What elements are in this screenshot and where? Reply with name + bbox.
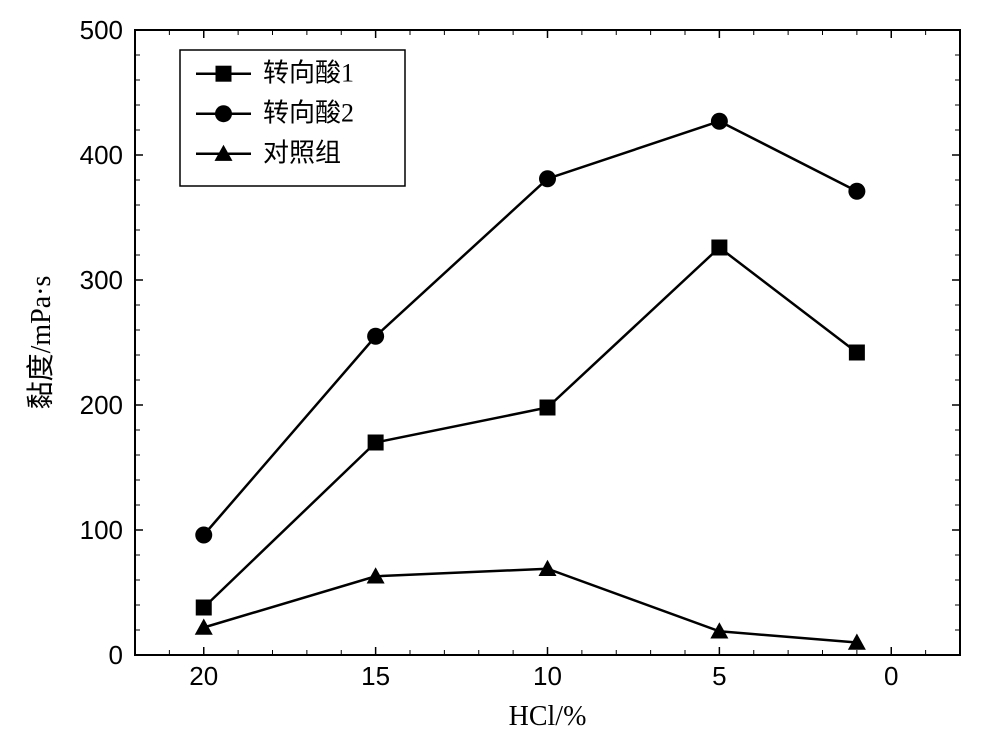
- legend-label-0: 转向酸1: [263, 59, 354, 88]
- legend-label-1: 转向酸2: [263, 99, 354, 128]
- y-tick-label: 0: [109, 640, 123, 670]
- y-tick-label: 200: [80, 390, 123, 420]
- y-tick-label: 300: [80, 265, 123, 295]
- x-tick-label: 15: [361, 661, 390, 691]
- x-tick-label: 10: [533, 661, 562, 691]
- legend-label-2: 对照组: [263, 139, 341, 168]
- x-tick-label: 20: [189, 661, 218, 691]
- y-axis-label: 黏度/mPa·s: [25, 276, 57, 410]
- x-axis-label: HCl/%: [509, 701, 587, 732]
- legend: 转向酸1 转向酸2 对照组: [180, 50, 405, 186]
- y-tick-label: 400: [80, 140, 123, 170]
- x-tick-label: 0: [884, 661, 898, 691]
- x-tick-label: 5: [712, 661, 726, 691]
- y-tick-label: 500: [80, 15, 123, 45]
- chart-container: 201510500100200300400500HCl/%黏度/mPa·s转向酸…: [0, 0, 1000, 754]
- y-tick-label: 100: [80, 515, 123, 545]
- viscosity-chart: 201510500100200300400500HCl/%黏度/mPa·s转向酸…: [0, 0, 1000, 754]
